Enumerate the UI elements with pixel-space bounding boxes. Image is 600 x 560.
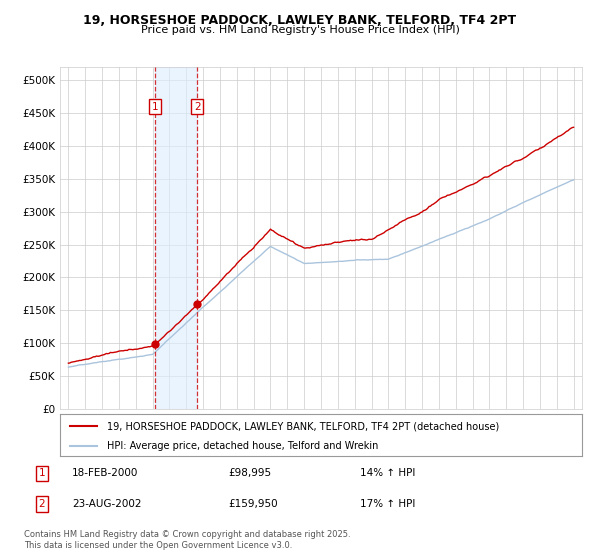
Text: 2: 2 bbox=[38, 499, 46, 509]
Text: 23-AUG-2002: 23-AUG-2002 bbox=[72, 499, 142, 509]
Text: £159,950: £159,950 bbox=[228, 499, 278, 509]
Text: 1: 1 bbox=[38, 468, 46, 478]
Text: £98,995: £98,995 bbox=[228, 468, 271, 478]
Text: 18-FEB-2000: 18-FEB-2000 bbox=[72, 468, 139, 478]
Text: HPI: Average price, detached house, Telford and Wrekin: HPI: Average price, detached house, Telf… bbox=[107, 441, 379, 451]
Text: Contains HM Land Registry data © Crown copyright and database right 2025.: Contains HM Land Registry data © Crown c… bbox=[24, 530, 350, 539]
Text: 1: 1 bbox=[151, 101, 158, 111]
Text: 19, HORSESHOE PADDOCK, LAWLEY BANK, TELFORD, TF4 2PT: 19, HORSESHOE PADDOCK, LAWLEY BANK, TELF… bbox=[83, 14, 517, 27]
Text: Price paid vs. HM Land Registry's House Price Index (HPI): Price paid vs. HM Land Registry's House … bbox=[140, 25, 460, 35]
Text: 19, HORSESHOE PADDOCK, LAWLEY BANK, TELFORD, TF4 2PT (detached house): 19, HORSESHOE PADDOCK, LAWLEY BANK, TELF… bbox=[107, 421, 499, 431]
Text: This data is licensed under the Open Government Licence v3.0.: This data is licensed under the Open Gov… bbox=[24, 541, 292, 550]
Text: 2: 2 bbox=[194, 101, 200, 111]
Bar bbox=[155, 67, 197, 409]
Text: 17% ↑ HPI: 17% ↑ HPI bbox=[360, 499, 415, 509]
Text: 14% ↑ HPI: 14% ↑ HPI bbox=[360, 468, 415, 478]
